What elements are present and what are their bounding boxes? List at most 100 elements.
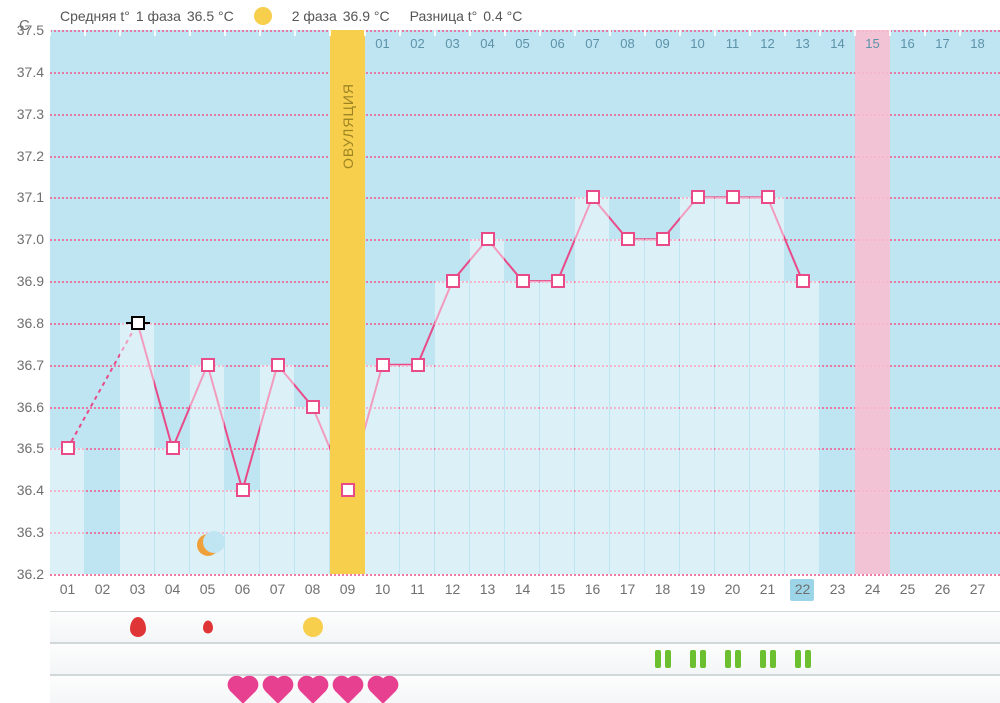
y-tick-label: 37.5 (0, 22, 44, 38)
temp-marker[interactable] (271, 358, 285, 372)
temp-bar[interactable] (260, 365, 294, 574)
green-tick-icon[interactable] (655, 650, 671, 668)
phase2-day-label: 02 (400, 36, 435, 51)
green-tick-icon[interactable] (690, 650, 706, 668)
y-tick-label: 37.0 (0, 231, 44, 247)
temp-marker[interactable] (166, 441, 180, 455)
sun-icon[interactable] (303, 617, 323, 637)
temp-bar[interactable] (400, 365, 434, 574)
temp-marker[interactable] (446, 274, 460, 288)
temp-bar[interactable] (50, 448, 84, 574)
x-day-label[interactable]: 08 (295, 581, 330, 597)
heart-icon[interactable] (335, 678, 360, 703)
temp-marker[interactable] (376, 358, 390, 372)
bbt-chart-widget: { "header": { "phase1_prefix": "Средняя … (0, 0, 1000, 703)
green-tick-icon[interactable] (795, 650, 811, 668)
x-day-label[interactable]: 11 (400, 581, 435, 597)
temp-bar[interactable] (120, 323, 154, 574)
temp-bar[interactable] (645, 239, 679, 574)
heart-icon[interactable] (230, 678, 255, 703)
temp-bar[interactable] (715, 197, 749, 574)
x-day-label[interactable]: 18 (645, 581, 680, 597)
temp-bar[interactable] (680, 197, 714, 574)
y-tick-label: 37.2 (0, 148, 44, 164)
x-day-label[interactable]: 23 (820, 581, 855, 597)
temp-bar[interactable] (750, 197, 784, 574)
phase1-prefix: Средняя t° (60, 8, 130, 24)
green-tick-icon[interactable] (760, 650, 776, 668)
x-day-label[interactable]: 27 (960, 581, 995, 597)
x-day-label[interactable]: 24 (855, 581, 890, 597)
heart-icon[interactable] (265, 678, 290, 703)
x-day-label[interactable]: 02 (85, 581, 120, 597)
temp-marker[interactable] (726, 190, 740, 204)
x-day-label[interactable]: 21 (750, 581, 785, 597)
y-tick-label: 37.3 (0, 106, 44, 122)
temp-marker[interactable] (341, 483, 355, 497)
temp-bar[interactable] (155, 448, 189, 574)
temp-bar[interactable] (610, 239, 644, 574)
x-day-label[interactable]: 26 (925, 581, 960, 597)
temp-bar[interactable] (365, 365, 399, 574)
y-tick-label: 36.4 (0, 482, 44, 498)
phase2-day-label: 18 (960, 36, 995, 51)
blood-drop-icon[interactable] (130, 617, 146, 637)
temp-marker[interactable] (796, 274, 810, 288)
temp-marker[interactable] (481, 232, 495, 246)
temp-marker[interactable] (306, 400, 320, 414)
x-day-label[interactable]: 03 (120, 581, 155, 597)
sun-icon (254, 7, 272, 25)
x-day-label[interactable]: 06 (225, 581, 260, 597)
x-day-label[interactable]: 10 (365, 581, 400, 597)
phase2-day-label: 10 (680, 36, 715, 51)
x-day-label[interactable]: 05 (190, 581, 225, 597)
temp-marker[interactable] (621, 232, 635, 246)
temp-marker[interactable] (761, 190, 775, 204)
x-day-label[interactable]: 15 (540, 581, 575, 597)
temp-bar[interactable] (295, 407, 329, 574)
temp-marker[interactable] (411, 358, 425, 372)
temp-bar[interactable] (540, 281, 574, 574)
temp-bar[interactable] (225, 490, 259, 574)
x-day-label[interactable]: 22 (785, 581, 820, 597)
temp-marker[interactable] (656, 232, 670, 246)
x-day-label[interactable]: 19 (680, 581, 715, 597)
x-day-label[interactable]: 25 (890, 581, 925, 597)
heart-icon[interactable] (300, 678, 325, 703)
green-tick-icon[interactable] (725, 650, 741, 668)
phase1-value: 36.5 °C (187, 8, 234, 24)
x-day-label[interactable]: 17 (610, 581, 645, 597)
temp-marker[interactable] (691, 190, 705, 204)
temp-marker[interactable] (516, 274, 530, 288)
highlight-column (855, 30, 890, 574)
temp-bar[interactable] (435, 281, 469, 574)
x-day-label[interactable]: 16 (575, 581, 610, 597)
x-day-label[interactable]: 13 (470, 581, 505, 597)
temp-bar[interactable] (575, 197, 609, 574)
chart-area[interactable]: ОВУЛЯЦИЯ01020304050607080910111213141516… (50, 30, 1000, 574)
blood-drop-icon[interactable] (203, 621, 213, 634)
temp-marker[interactable] (201, 358, 215, 372)
temp-bar[interactable] (785, 281, 819, 574)
x-day-label[interactable]: 14 (505, 581, 540, 597)
x-day-label[interactable]: 12 (435, 581, 470, 597)
y-tick-label: 36.8 (0, 315, 44, 331)
y-tick-label: 37.4 (0, 64, 44, 80)
temp-bar[interactable] (505, 281, 539, 574)
temp-bar[interactable] (470, 239, 504, 574)
x-day-label[interactable]: 07 (260, 581, 295, 597)
x-day-label[interactable]: 04 (155, 581, 190, 597)
x-day-label[interactable]: 20 (715, 581, 750, 597)
heart-icon[interactable] (370, 678, 395, 703)
x-day-label[interactable]: 09 (330, 581, 365, 597)
temp-marker[interactable] (586, 190, 600, 204)
x-day-label[interactable]: 01 (50, 581, 85, 597)
temp-marker[interactable] (131, 316, 145, 330)
temp-marker[interactable] (551, 274, 565, 288)
symptom-row-1 (50, 611, 1000, 643)
phase2-day-label: 09 (645, 36, 680, 51)
temp-marker[interactable] (61, 441, 75, 455)
phase1-label: 1 фаза (136, 8, 181, 24)
temp-marker[interactable] (236, 483, 250, 497)
ovulation-label: ОВУЛЯЦИЯ (340, 83, 356, 169)
